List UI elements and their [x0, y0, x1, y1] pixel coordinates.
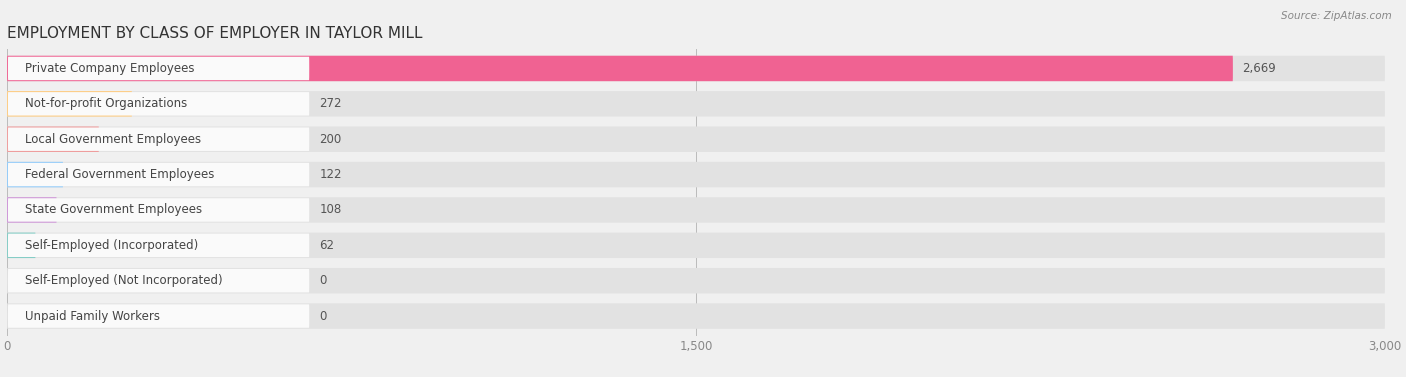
FancyBboxPatch shape — [7, 197, 1385, 223]
FancyBboxPatch shape — [8, 198, 309, 222]
FancyBboxPatch shape — [8, 304, 309, 328]
Text: 0: 0 — [319, 274, 326, 287]
FancyBboxPatch shape — [8, 57, 309, 80]
Text: State Government Employees: State Government Employees — [25, 204, 202, 216]
FancyBboxPatch shape — [7, 56, 1385, 81]
FancyBboxPatch shape — [7, 197, 56, 223]
Text: 108: 108 — [319, 204, 342, 216]
Text: Self-Employed (Incorporated): Self-Employed (Incorporated) — [25, 239, 198, 252]
FancyBboxPatch shape — [7, 56, 1233, 81]
FancyBboxPatch shape — [8, 269, 309, 293]
Text: 2,669: 2,669 — [1241, 62, 1275, 75]
Text: 200: 200 — [319, 133, 342, 146]
FancyBboxPatch shape — [8, 92, 309, 116]
Text: EMPLOYMENT BY CLASS OF EMPLOYER IN TAYLOR MILL: EMPLOYMENT BY CLASS OF EMPLOYER IN TAYLO… — [7, 26, 423, 41]
FancyBboxPatch shape — [7, 268, 1385, 293]
Text: 272: 272 — [319, 97, 342, 110]
Text: Private Company Employees: Private Company Employees — [25, 62, 194, 75]
FancyBboxPatch shape — [8, 163, 309, 186]
FancyBboxPatch shape — [7, 162, 1385, 187]
FancyBboxPatch shape — [7, 162, 63, 187]
FancyBboxPatch shape — [7, 233, 35, 258]
FancyBboxPatch shape — [8, 127, 309, 151]
FancyBboxPatch shape — [7, 126, 98, 152]
Text: Local Government Employees: Local Government Employees — [25, 133, 201, 146]
Text: 0: 0 — [319, 310, 326, 323]
FancyBboxPatch shape — [8, 234, 309, 257]
Text: Unpaid Family Workers: Unpaid Family Workers — [25, 310, 160, 323]
FancyBboxPatch shape — [7, 91, 132, 116]
Text: Self-Employed (Not Incorporated): Self-Employed (Not Incorporated) — [25, 274, 222, 287]
Text: 62: 62 — [319, 239, 335, 252]
FancyBboxPatch shape — [7, 91, 1385, 116]
Text: 122: 122 — [319, 168, 342, 181]
Text: Not-for-profit Organizations: Not-for-profit Organizations — [25, 97, 187, 110]
FancyBboxPatch shape — [7, 126, 1385, 152]
FancyBboxPatch shape — [7, 233, 1385, 258]
Text: Source: ZipAtlas.com: Source: ZipAtlas.com — [1281, 11, 1392, 21]
Text: Federal Government Employees: Federal Government Employees — [25, 168, 215, 181]
FancyBboxPatch shape — [7, 303, 1385, 329]
